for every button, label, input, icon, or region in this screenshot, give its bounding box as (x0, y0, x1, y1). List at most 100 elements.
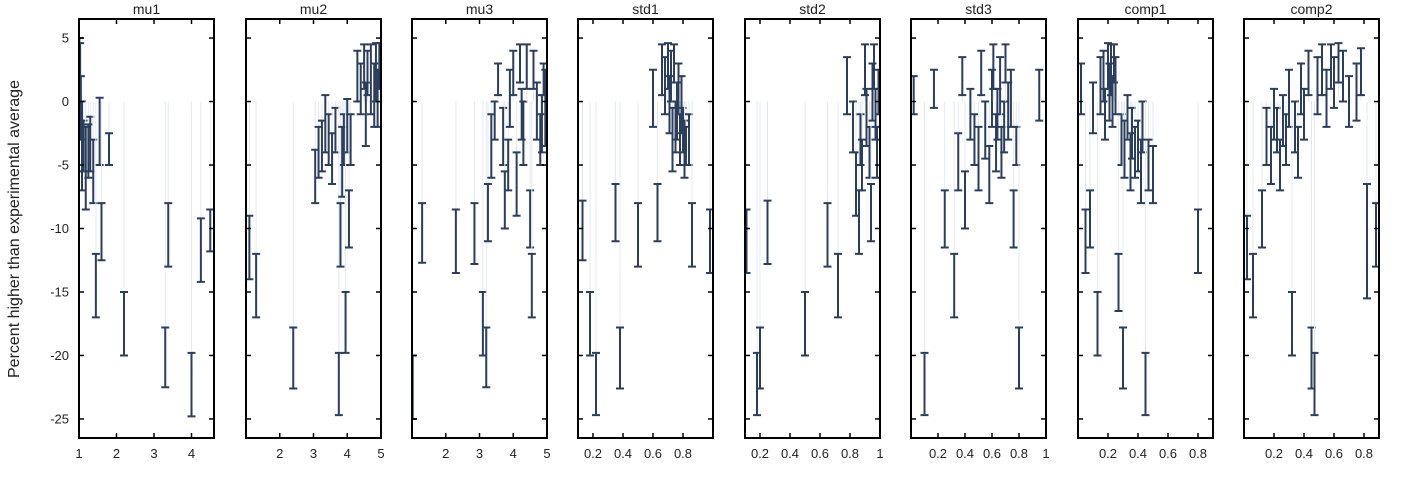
error-bar (950, 252, 959, 319)
x-tick-label: 0.4 (956, 446, 974, 461)
error-bar (1262, 106, 1271, 167)
error-bar (1009, 189, 1018, 249)
x-tick-label: 0.2 (929, 446, 947, 461)
error-bar (341, 290, 350, 354)
panel-mu2: mu2 2 3 4 5 (245, 1, 385, 461)
x-tick-label: 0.6 (644, 446, 662, 461)
y-tick-label: -25 (50, 411, 69, 426)
error-bar (451, 208, 460, 274)
error-bar (504, 138, 513, 192)
error-bar (1357, 47, 1365, 97)
error-bar (1144, 138, 1153, 192)
x-tick-label: 1 (75, 446, 82, 461)
error-bar (206, 208, 214, 253)
panel-mu1: mu1 5 0 -5 -10 -15 -20 -25 1 2 3 4 (50, 1, 215, 461)
x-tick-label: 0.6 (811, 446, 829, 461)
error-bar (940, 189, 949, 249)
error-bar (867, 183, 875, 243)
error-bar (120, 290, 128, 357)
error-bar (512, 151, 521, 217)
panel-marks (79, 37, 214, 418)
panel-title: comp2 (1290, 1, 1332, 17)
x-tick-label: 0.4 (781, 446, 799, 461)
error-bar (981, 100, 990, 160)
error-bar (509, 49, 518, 97)
panel-title: std1 (632, 1, 659, 17)
error-bar (541, 68, 547, 147)
panel-title: std3 (965, 1, 992, 17)
error-bar (823, 202, 832, 268)
error-bar (196, 217, 205, 283)
error-bar (1119, 326, 1127, 390)
x-tick-label: 0.8 (674, 446, 692, 461)
error-bar (331, 106, 340, 154)
error-bar (756, 326, 764, 390)
error-bar (611, 183, 620, 243)
y-axis-label: Percent higher than experimental average (6, 80, 23, 378)
panel-marks (911, 43, 1044, 417)
error-bar (1249, 252, 1257, 319)
error-bar (1149, 144, 1157, 205)
x-tick-label: 3 (150, 446, 157, 461)
x-tick-label: 0.4 (1129, 446, 1147, 461)
error-bar (519, 100, 528, 167)
panel-title: mu3 (466, 1, 493, 17)
panel-title: mu1 (133, 1, 160, 17)
error-bar (1086, 189, 1094, 249)
error-bar (688, 202, 696, 268)
error-bar (1339, 49, 1347, 103)
error-bar (499, 106, 508, 167)
error-bar (526, 189, 535, 249)
panel-marks (1244, 42, 1379, 417)
error-bar (1334, 42, 1343, 84)
panel-std1: std1 0.2 0.4 0.6 0.8 (577, 1, 714, 461)
x-tick-label: 0.8 (1189, 446, 1207, 461)
error-bar (494, 62, 503, 97)
x-tick-label: 2 (276, 446, 283, 461)
error-bar (1322, 68, 1331, 128)
error-bar (97, 202, 106, 262)
x-tick-label: 4 (188, 446, 195, 461)
error-bar (1294, 125, 1302, 179)
error-bar (375, 42, 381, 90)
error-bar (865, 125, 874, 179)
error-bar (843, 56, 851, 116)
error-bar (490, 100, 499, 141)
error-bar (1001, 43, 1010, 84)
error-bar (985, 144, 994, 205)
x-tick-label: 1 (876, 446, 883, 461)
panel-marks (412, 43, 547, 420)
error-bar (988, 68, 996, 128)
panels: mu1 5 0 -5 -10 -15 -20 -25 1 2 3 4 mu2 2 3 4 5 mu3 2 3 4 5 std… (50, 1, 1380, 461)
error-bar (346, 113, 355, 167)
error-bar (1089, 81, 1097, 135)
x-tick-label: 0.2 (584, 446, 602, 461)
error-bar (874, 68, 880, 116)
panel-comp2: comp2 0.2 0.4 0.6 0.8 (1243, 1, 1380, 461)
error-bar (527, 252, 536, 319)
x-tick-label: 2 (113, 446, 120, 461)
x-tick-label: 5 (543, 446, 550, 461)
error-bar (961, 170, 969, 230)
x-tick-label: 4 (510, 446, 517, 461)
error-bar (1345, 75, 1353, 128)
error-bar (763, 199, 772, 266)
error-bar (992, 113, 1001, 173)
error-bar (966, 87, 975, 141)
panel-std2: std2 0.2 0.4 0.6 0.8 1 (744, 1, 884, 461)
x-tick-label: 0.8 (841, 446, 859, 461)
x-tick-label: 0.6 (983, 446, 1001, 461)
y-tick-label: 5 (62, 31, 69, 46)
x-tick-label: 0.2 (1099, 446, 1117, 461)
error-bar (801, 290, 809, 357)
error-bar (834, 252, 842, 319)
error-bar (586, 290, 594, 357)
error-bar (334, 351, 343, 417)
x-tick-label: 2 (442, 446, 449, 461)
error-bar (1035, 68, 1044, 122)
panel-marks (246, 42, 381, 417)
y-tick-label: 0 (62, 94, 69, 109)
error-bar (91, 252, 100, 319)
error-bar (1313, 56, 1322, 116)
